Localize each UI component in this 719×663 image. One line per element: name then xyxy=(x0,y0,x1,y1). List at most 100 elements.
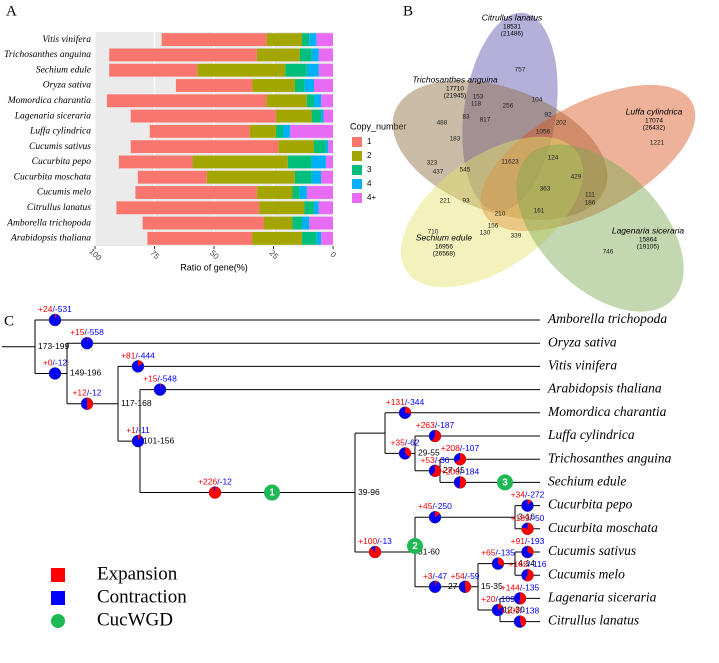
pie-expansion xyxy=(87,397,93,410)
bar-segment xyxy=(313,201,319,215)
bar-segment xyxy=(304,79,314,92)
set-ellipse xyxy=(480,84,696,232)
node-age: 3-16 xyxy=(518,511,535,521)
category-label: Citrullus lanatus xyxy=(27,203,91,213)
category-label: Trichosanthes anguina xyxy=(4,50,91,60)
bar-segment xyxy=(283,124,291,138)
region-count: 221 xyxy=(440,198,451,205)
region-count: 1056 xyxy=(536,129,551,136)
set-name: Lagenaria siceraria xyxy=(612,225,685,235)
pie-expansion xyxy=(465,580,472,593)
bar-segment xyxy=(266,94,307,108)
bar-segment xyxy=(135,186,257,199)
set-total: (21486) xyxy=(501,31,523,38)
region-count: 11623 xyxy=(501,159,519,166)
set-name: Citrullus lanatus xyxy=(482,12,543,22)
x-tick-label: 100 xyxy=(87,247,103,263)
gain-label: +53 xyxy=(420,455,435,465)
pie-expansion xyxy=(138,435,141,442)
region-count: 130 xyxy=(480,230,491,237)
node-age: 173-199 xyxy=(38,341,69,351)
region-count: 124 xyxy=(548,155,559,162)
pie-expansion xyxy=(138,360,143,367)
gain-label: +100 xyxy=(358,536,377,546)
change-label: +263/-187 xyxy=(416,420,455,430)
category-label: Oryza sativa xyxy=(43,81,92,91)
bar-segment xyxy=(256,48,300,62)
wgd-label: 1 xyxy=(269,488,275,499)
node-age: 31-60 xyxy=(418,546,440,556)
set-ellipse xyxy=(462,12,558,212)
bar-segment xyxy=(287,155,312,169)
leaf-name: Cucumis sativus xyxy=(548,543,636,558)
pie-expansion xyxy=(55,314,57,320)
change-label: +15/-558 xyxy=(70,327,104,337)
gain-label: +3 xyxy=(423,571,433,581)
bar-segment xyxy=(118,155,193,169)
set-ellipse xyxy=(392,80,608,220)
category-label: Momordica charantia xyxy=(7,96,92,106)
x-tick-label: 50 xyxy=(208,248,221,261)
gain-label: +1 xyxy=(126,425,136,435)
pie-expansion xyxy=(435,580,438,587)
pie-expansion xyxy=(209,486,222,499)
node-age: 101-156 xyxy=(143,435,174,445)
leaf-name: Citrullus lanatus xyxy=(548,613,639,628)
bar-segment xyxy=(299,186,307,199)
gain-label: +24 xyxy=(38,304,53,314)
legend-label: 1 xyxy=(367,137,372,146)
category-label: Amborella trichopoda xyxy=(6,218,91,228)
pie-expansion xyxy=(520,615,527,628)
change-label: +45/-250 xyxy=(418,501,452,511)
region-count: 323 xyxy=(427,160,438,167)
bar-segment xyxy=(278,140,314,154)
region-count: 710 xyxy=(428,229,439,236)
set-ellipse xyxy=(516,144,684,312)
category-label: Cucurbita moschata xyxy=(14,172,92,182)
set-total: (21945) xyxy=(444,93,466,100)
legend-key xyxy=(352,137,362,147)
bar-segment xyxy=(325,155,333,169)
loss-label: /-548 xyxy=(158,374,178,384)
loss-label: /-444 xyxy=(136,351,156,361)
pie-expansion xyxy=(459,476,466,489)
panel-label: C xyxy=(4,313,14,329)
bar-segment xyxy=(149,124,250,138)
bar-segment xyxy=(311,155,326,169)
gain-label: +54 xyxy=(450,571,465,581)
set-count: 17710 xyxy=(446,86,464,93)
wgd-marker xyxy=(264,484,280,501)
bar-segment xyxy=(323,109,333,123)
panel-label: A xyxy=(6,3,17,19)
loss-label: /-250 xyxy=(433,501,453,511)
change-label: +34/-272 xyxy=(511,490,545,500)
category-label: Cucumis melo xyxy=(37,188,91,198)
bar-segment xyxy=(321,109,324,123)
x-tick-label: 75 xyxy=(148,248,161,261)
bar-segment xyxy=(249,124,276,138)
bar-segment xyxy=(311,109,322,123)
category-label: Cucumis sativus xyxy=(29,142,91,152)
leaf-name: Cucurbita pepo xyxy=(548,497,633,512)
x-axis-label: Ratio of gene(%) xyxy=(180,262,248,272)
leaf-name: Cucumis melo xyxy=(548,566,625,581)
gain-label: +0 xyxy=(43,358,53,368)
pie-expansion xyxy=(435,511,440,518)
category-label: Lagenaria siceraria xyxy=(14,111,92,121)
gain-label: +34 xyxy=(511,490,526,500)
bar-segment xyxy=(313,140,326,154)
legend-label: 4+ xyxy=(367,193,376,202)
bar-segment xyxy=(130,109,276,123)
gain-label: +162 xyxy=(509,559,528,569)
region-count: 437 xyxy=(433,169,444,176)
loss-label: /-12 xyxy=(217,477,232,487)
loss-label: /-193 xyxy=(525,536,545,546)
region-count: 757 xyxy=(515,67,526,74)
bar-segment xyxy=(321,231,333,245)
bar-segment xyxy=(116,201,260,215)
loss-label: /-184 xyxy=(460,467,480,477)
region-count: 118 xyxy=(471,101,482,108)
wgd-label: 2 xyxy=(412,541,418,552)
bar-segment xyxy=(292,216,303,230)
